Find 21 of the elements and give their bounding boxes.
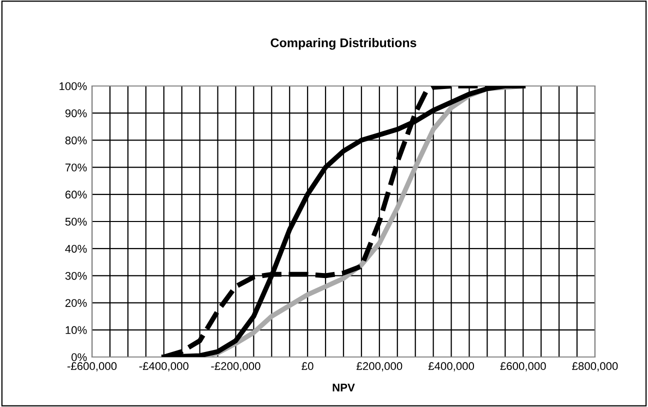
y-tick-label: 50% (65, 218, 87, 226)
x-axis-title: NPV (332, 384, 355, 392)
y-tick-label: 60% (65, 190, 87, 199)
x-tick-label: -£200,000 (211, 362, 260, 372)
y-tick-label: 20% (65, 299, 87, 307)
y-tick-label: 10% (66, 326, 87, 334)
x-tick-label: £200,000 (356, 362, 402, 372)
x-tick-label: £600,000 (500, 362, 546, 372)
y-tick-label: 30% (65, 272, 87, 280)
chart-title: Comparing Distributions (270, 38, 416, 50)
y-tick-label: 80% (65, 136, 87, 144)
y-tick-label: 100% (60, 82, 87, 90)
x-tick-label: £400,000 (428, 362, 474, 372)
x-tick-label: -£600,000 (67, 362, 117, 372)
x-tick-label: -£400,000 (139, 362, 188, 372)
x-tick-label: £800,000 (572, 362, 618, 372)
y-tick-label: 70% (65, 164, 87, 172)
y-tick-label: 90% (65, 109, 87, 118)
x-tick-label: £0 (302, 362, 314, 370)
y-tick-label: 40% (65, 244, 87, 253)
y-tick-label: 0% (72, 353, 87, 362)
